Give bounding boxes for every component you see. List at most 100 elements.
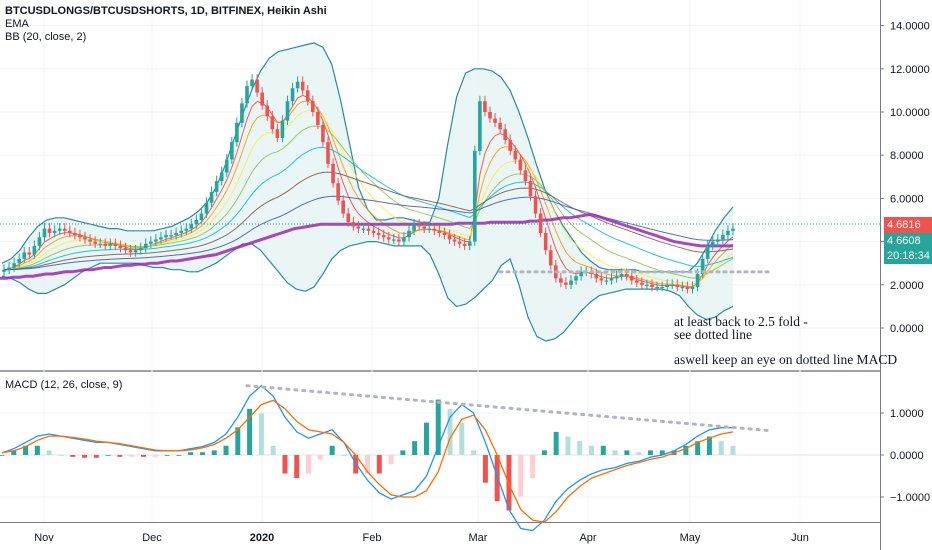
candle-body	[427, 228, 432, 230]
y-tick-label: 8.0000	[890, 150, 924, 162]
candle-body	[62, 228, 67, 231]
candle-body	[32, 245, 37, 255]
candle-body	[12, 263, 16, 268]
candle-body	[209, 191, 214, 203]
candle-body	[326, 142, 330, 164]
macd-histogram-bar	[105, 455, 111, 456]
chart-legend: BTCUSDLONGS/BTCUSDSHORTS, 1D, BITFINEX, …	[5, 5, 327, 44]
candle-body	[366, 228, 371, 231]
candle-body	[52, 230, 57, 233]
candle-body	[42, 228, 47, 238]
candle-body	[518, 159, 523, 171]
candle-body	[103, 243, 108, 246]
macd-histogram-bar	[423, 422, 429, 455]
macd-histogram-bar	[176, 455, 182, 456]
candle-body	[478, 101, 482, 151]
candle-body	[280, 120, 285, 138]
x-tick-label: Mar	[469, 532, 488, 544]
candle-body	[214, 181, 219, 192]
candle-body	[361, 228, 366, 230]
candle-body	[417, 224, 421, 227]
candle-body	[604, 280, 609, 282]
macd-histogram-bar	[282, 455, 288, 474]
candle-body	[37, 237, 42, 246]
macd-histogram-bar	[541, 450, 547, 455]
candle-body	[194, 220, 199, 225]
candle-body	[27, 252, 32, 255]
candle-body	[159, 237, 163, 240]
macd-histogram-bar	[235, 427, 241, 455]
annotation-overlays	[0, 223, 880, 433]
macd-histogram-bar	[70, 455, 76, 457]
candle-body	[204, 202, 209, 214]
macd-histogram-bar	[494, 455, 500, 502]
candle-body	[716, 239, 720, 242]
candle-body	[437, 230, 442, 233]
candle-body	[128, 250, 133, 253]
macd-histogram-bar	[23, 445, 29, 455]
macd-histogram-bar	[565, 436, 571, 455]
candle-body	[250, 79, 254, 87]
macd-histogram-bar	[270, 445, 276, 455]
annotation-line-1: at least back to 2.5 fold -	[674, 314, 808, 329]
candle-body	[493, 118, 497, 123]
candle-body	[488, 112, 492, 119]
macd-histogram-bar	[211, 450, 217, 455]
x-tick-label: 2020	[250, 532, 274, 544]
candle-body	[179, 230, 183, 233]
candle-body	[260, 92, 264, 106]
candle-body	[685, 286, 690, 290]
candle-body	[533, 196, 538, 214]
macd-legend: MACD (12, 26, close, 9)	[5, 379, 123, 391]
countdown-tag: 20:18:34	[884, 248, 932, 264]
candle-body	[442, 232, 447, 236]
candle-body	[174, 232, 178, 236]
candle-body	[154, 239, 158, 242]
candle-body	[731, 228, 735, 231]
macd-histogram-bar	[317, 455, 323, 460]
annotation-line-2: see dotted line	[674, 327, 752, 342]
candle-body	[240, 103, 244, 123]
macd-histogram-bar	[164, 455, 170, 456]
candle-body	[670, 284, 675, 286]
candle-body	[660, 286, 664, 289]
signal-line	[1, 399, 734, 523]
x-tick-label: Jun	[791, 532, 809, 544]
macd-histogram-bar	[129, 455, 135, 457]
candle-body	[397, 239, 401, 242]
candle-body	[503, 129, 507, 141]
candle-body	[523, 170, 528, 182]
annotation-line-3: aswell keep an eye on dotted line MACD	[674, 352, 898, 367]
last-price-tag: 4.6816	[884, 217, 932, 233]
candle-body	[462, 243, 467, 246]
candle-body	[68, 230, 72, 233]
macd-histogram-bar	[117, 455, 123, 457]
candle-body	[710, 241, 715, 246]
candle-body	[346, 213, 351, 223]
macd-histogram-bar	[471, 450, 477, 455]
x-tick-label: May	[680, 532, 701, 544]
candle-body	[609, 278, 614, 281]
candle-body	[680, 286, 685, 289]
candle-body	[123, 248, 128, 251]
candle-body	[538, 213, 543, 233]
close-price-tag: 4.6608	[884, 233, 932, 249]
candle-body	[498, 122, 502, 130]
candle-body	[290, 88, 295, 102]
macd-histogram-bar	[34, 445, 40, 455]
candle-body	[295, 81, 300, 89]
candle-body	[548, 250, 553, 266]
candle-body	[721, 235, 725, 240]
macd-histogram-bar	[258, 413, 264, 455]
candle-body	[7, 267, 11, 270]
candle-body	[447, 235, 452, 240]
macd-histogram-bar	[589, 445, 595, 455]
candle-body	[650, 284, 654, 287]
macd-histogram-bar	[577, 441, 583, 455]
candle-body	[726, 230, 730, 236]
candle-body	[467, 241, 472, 246]
candle-body	[17, 258, 21, 264]
candle-body	[83, 237, 87, 240]
candle-body	[270, 116, 275, 130]
